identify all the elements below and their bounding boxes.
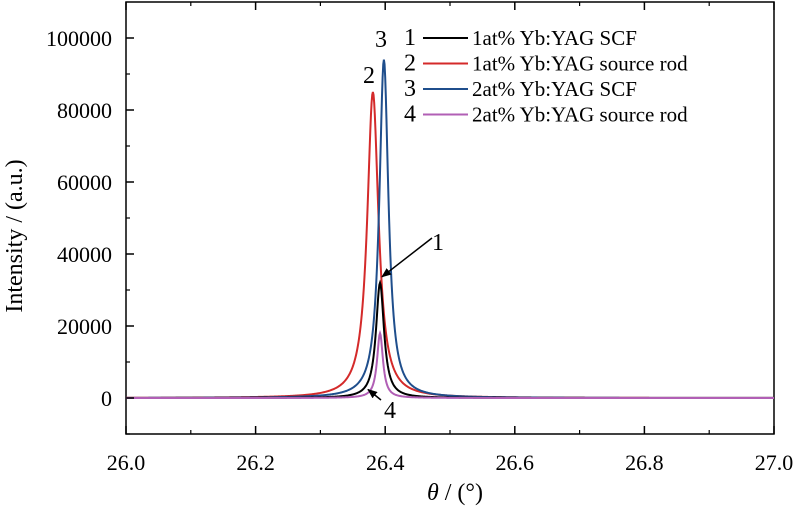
x-tick-label: 26.2 <box>236 450 275 475</box>
legend-number: 1 <box>404 25 416 51</box>
y-tick-label: 60000 <box>57 170 112 195</box>
series-line-1 <box>126 279 774 399</box>
series-line-4 <box>126 329 774 399</box>
legend: 1 1at% Yb:YAG SCF 2 1at% Yb:YAG source rod 3… <box>404 25 688 128</box>
axis-ticks: 26.0 26.2 26.4 26.6 26.8 27.0 0 20000 40000 60000… <box>46 2 793 475</box>
x-tick-label: 27.0 <box>755 450 794 475</box>
peak-label-1: 1 <box>432 230 444 256</box>
x-tick-label: 26.8 <box>625 450 664 475</box>
y-tick-label: 40000 <box>57 242 112 267</box>
legend-label: 2at% Yb:YAG source rod <box>472 103 688 127</box>
x-axis-title-unit: / (°) <box>439 480 483 506</box>
x-tick-label: 26.4 <box>366 450 405 475</box>
x-tick-label: 26.0 <box>107 450 146 475</box>
peak-arrow-4 <box>367 388 382 401</box>
y-tick-label: 0 <box>101 386 112 411</box>
peak-label-3: 3 <box>375 27 387 53</box>
y-tick-label: 100000 <box>46 26 112 51</box>
legend-number: 3 <box>404 76 416 102</box>
x-axis-title: θ / (°) <box>427 480 483 506</box>
x-axis-title-symbol: θ <box>427 480 439 506</box>
legend-label: 1at% Yb:YAG source rod <box>472 52 688 76</box>
y-tick-label: 80000 <box>57 98 112 123</box>
curves <box>125 59 774 399</box>
x-tick-label: 26.6 <box>496 450 535 475</box>
peak-label-2: 2 <box>363 63 375 89</box>
series-line-2 <box>126 91 774 399</box>
legend-label: 2at% Yb:YAG SCF <box>472 77 637 101</box>
y-tick-label: 20000 <box>57 314 112 339</box>
legend-number: 4 <box>404 102 416 128</box>
y-axis-title: Intensity / (a.u.) <box>2 159 28 312</box>
peak-arrow-1 <box>381 237 433 278</box>
legend-label: 1at% Yb:YAG SCF <box>472 26 637 50</box>
legend-number: 2 <box>404 51 416 77</box>
peak-label-4: 4 <box>384 398 396 424</box>
